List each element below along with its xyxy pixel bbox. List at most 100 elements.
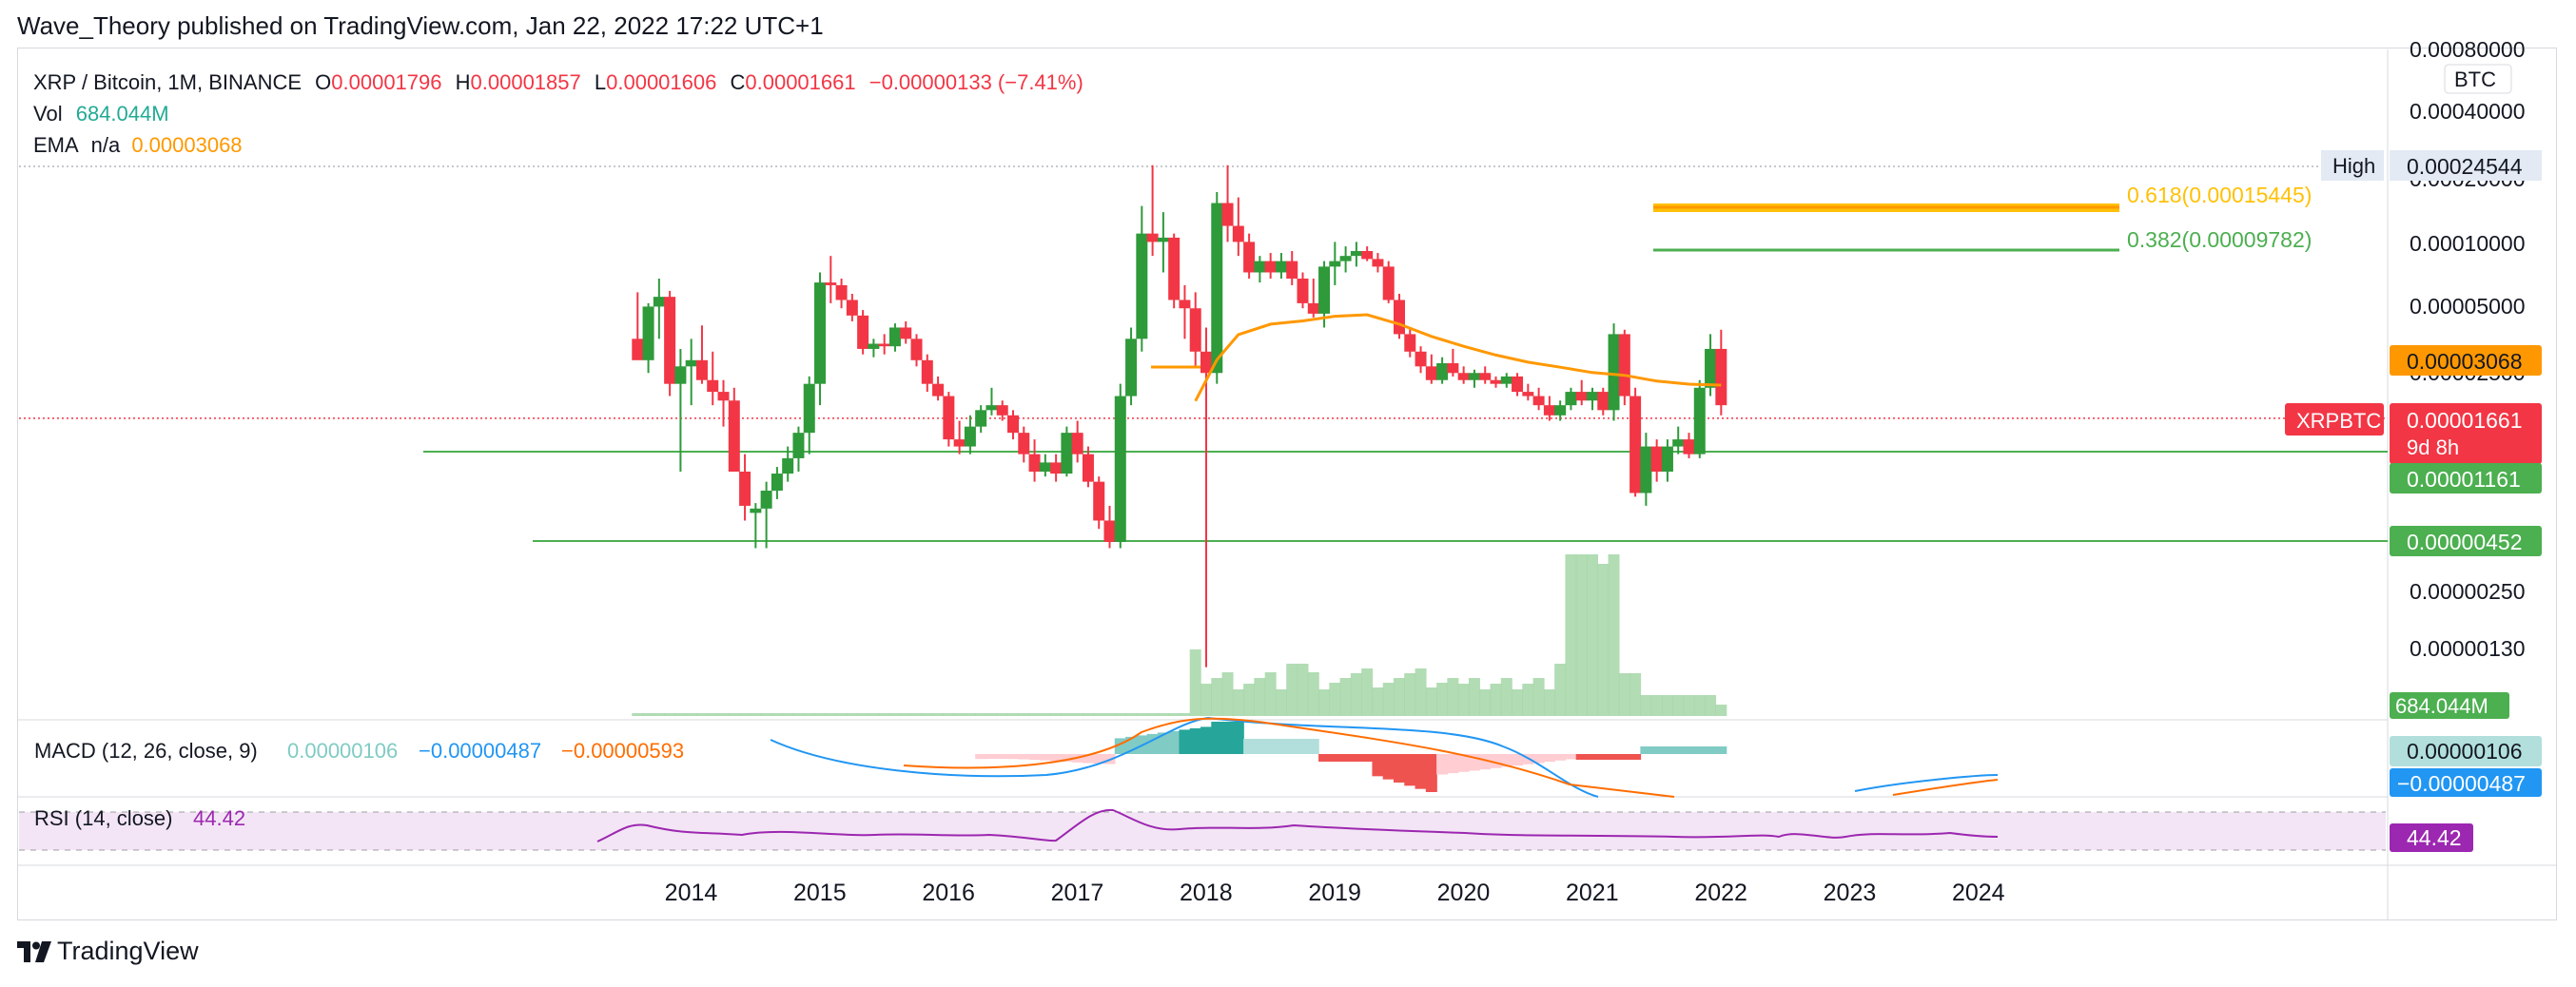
- volume-bar: [664, 713, 676, 716]
- volume-bar: [878, 713, 890, 716]
- candle-body: [1254, 261, 1266, 273]
- macd-hist-bar: [1661, 746, 1673, 754]
- macd-hist-bar: [1018, 754, 1030, 760]
- volume-bar: [1683, 695, 1695, 716]
- macd-hist-bar: [1146, 733, 1159, 754]
- candle-body: [1640, 446, 1652, 494]
- publisher-line: Wave_Theory published on TradingView.com…: [17, 11, 824, 40]
- macd-hist-bar: [1339, 754, 1352, 762]
- candle-body: [1382, 266, 1395, 300]
- candle-body: [814, 282, 827, 384]
- support-2-label: 0.00000452: [2407, 530, 2523, 554]
- candle-body: [1136, 233, 1148, 339]
- macd-hist-bar: [1512, 754, 1524, 766]
- candle-body: [1028, 454, 1041, 472]
- macd-hist-bar: [1630, 754, 1642, 760]
- volume-bar: [1232, 689, 1244, 716]
- candle-body: [1425, 366, 1437, 380]
- volume-tag: [2390, 692, 2509, 719]
- volume-bar: [996, 713, 1008, 716]
- ema-path: [1194, 313, 1722, 402]
- volume-bar: [1522, 684, 1534, 716]
- volume-bar: [1640, 695, 1652, 716]
- candle-body: [910, 339, 923, 360]
- macd-hist-bar: [1082, 754, 1094, 764]
- candle-body: [1715, 348, 1727, 406]
- symbol-tag-label: XRPBTC: [2296, 409, 2381, 433]
- footer-brand[interactable]: TradingView: [17, 937, 199, 966]
- volume-bar: [1243, 684, 1256, 716]
- volume-bar: [1554, 664, 1567, 716]
- low-value: 0.00001606: [606, 70, 717, 94]
- candle-body: [857, 315, 869, 349]
- time-tick-label: 2019: [1308, 880, 1361, 906]
- macd-hist-bar: [1039, 754, 1051, 761]
- macd-signal-tail: [1892, 779, 1999, 796]
- macd-line-tag: [2390, 768, 2542, 797]
- volume-bar: [771, 713, 783, 716]
- candle-body: [900, 327, 912, 339]
- rsi-label: RSI (14, close): [34, 806, 173, 830]
- candle-body: [1221, 203, 1234, 226]
- macd-hist-bar: [1618, 754, 1630, 760]
- candle-body: [1007, 415, 1020, 434]
- macd-hist-bar: [1243, 739, 1256, 754]
- macd-signal-line: [903, 717, 1675, 798]
- candle-body: [975, 410, 987, 427]
- ema-label[interactable]: EMA: [33, 133, 78, 157]
- support-1-tag: [2390, 463, 2542, 494]
- time-tick-label: 2021: [1566, 880, 1619, 906]
- volume-bar: [632, 713, 644, 716]
- volume-bar: [814, 713, 827, 716]
- candle-body: [1232, 225, 1244, 242]
- low-label: L: [594, 70, 607, 94]
- candle-body: [868, 343, 880, 349]
- symbol-title[interactable]: XRP / Bitcoin, 1M, BINANCE: [33, 70, 302, 94]
- volume-bar: [1436, 683, 1449, 716]
- candle-body: [1436, 363, 1449, 380]
- volume-bar: [1672, 695, 1685, 716]
- time-tick-label: 2020: [1437, 880, 1491, 906]
- candle-body: [1597, 392, 1610, 411]
- macd-hist-bar: [1007, 754, 1020, 760]
- volume-bar: [1404, 673, 1416, 716]
- volume-bar: [1468, 678, 1480, 716]
- tradingview-logo-icon: [17, 940, 51, 962]
- candle-body: [653, 297, 665, 307]
- candle-body: [953, 439, 966, 447]
- candle-body: [1157, 237, 1169, 242]
- price-tick-label: 0.00000130: [2410, 636, 2526, 661]
- candle-body: [1661, 446, 1673, 472]
- unit-label: BTC: [2454, 68, 2496, 91]
- time-tick-label: 2015: [793, 880, 847, 906]
- candle-body: [1608, 334, 1620, 411]
- rsi-tag: [2390, 823, 2473, 852]
- price-tick-label: 0.00040000: [2410, 99, 2526, 124]
- volume-bar: [900, 713, 912, 716]
- candle-body: [932, 383, 945, 397]
- candle-body: [878, 343, 890, 347]
- volume-bar: [888, 713, 901, 716]
- volume-bar: [1447, 678, 1459, 716]
- volume-bar: [1179, 713, 1191, 716]
- macd-hist-bar: [1532, 754, 1545, 764]
- volume-label[interactable]: Vol: [33, 102, 63, 126]
- candle-body: [996, 405, 1008, 416]
- volume-bar: [1512, 689, 1524, 716]
- candle-body: [1512, 376, 1524, 393]
- volume-bar: [1157, 713, 1169, 716]
- volume-bar: [1061, 713, 1073, 716]
- candle-body: [888, 327, 901, 347]
- macd-hist-bar: [1157, 732, 1169, 754]
- volume-bar: [1114, 713, 1126, 716]
- macd-hist-bar: [996, 754, 1008, 760]
- candle-body: [1479, 373, 1492, 380]
- fib-levels: 0.618(0.00015445) 0.382(0.00009782): [1653, 183, 2312, 252]
- macd-hist-bar: [1597, 754, 1610, 760]
- macd-hist-bar: [975, 754, 987, 760]
- price-tick-label: 0.00080000: [2410, 37, 2526, 62]
- macd-hist-bar: [1361, 754, 1374, 762]
- candle-body: [1071, 433, 1083, 455]
- volume-bar: [1393, 678, 1405, 716]
